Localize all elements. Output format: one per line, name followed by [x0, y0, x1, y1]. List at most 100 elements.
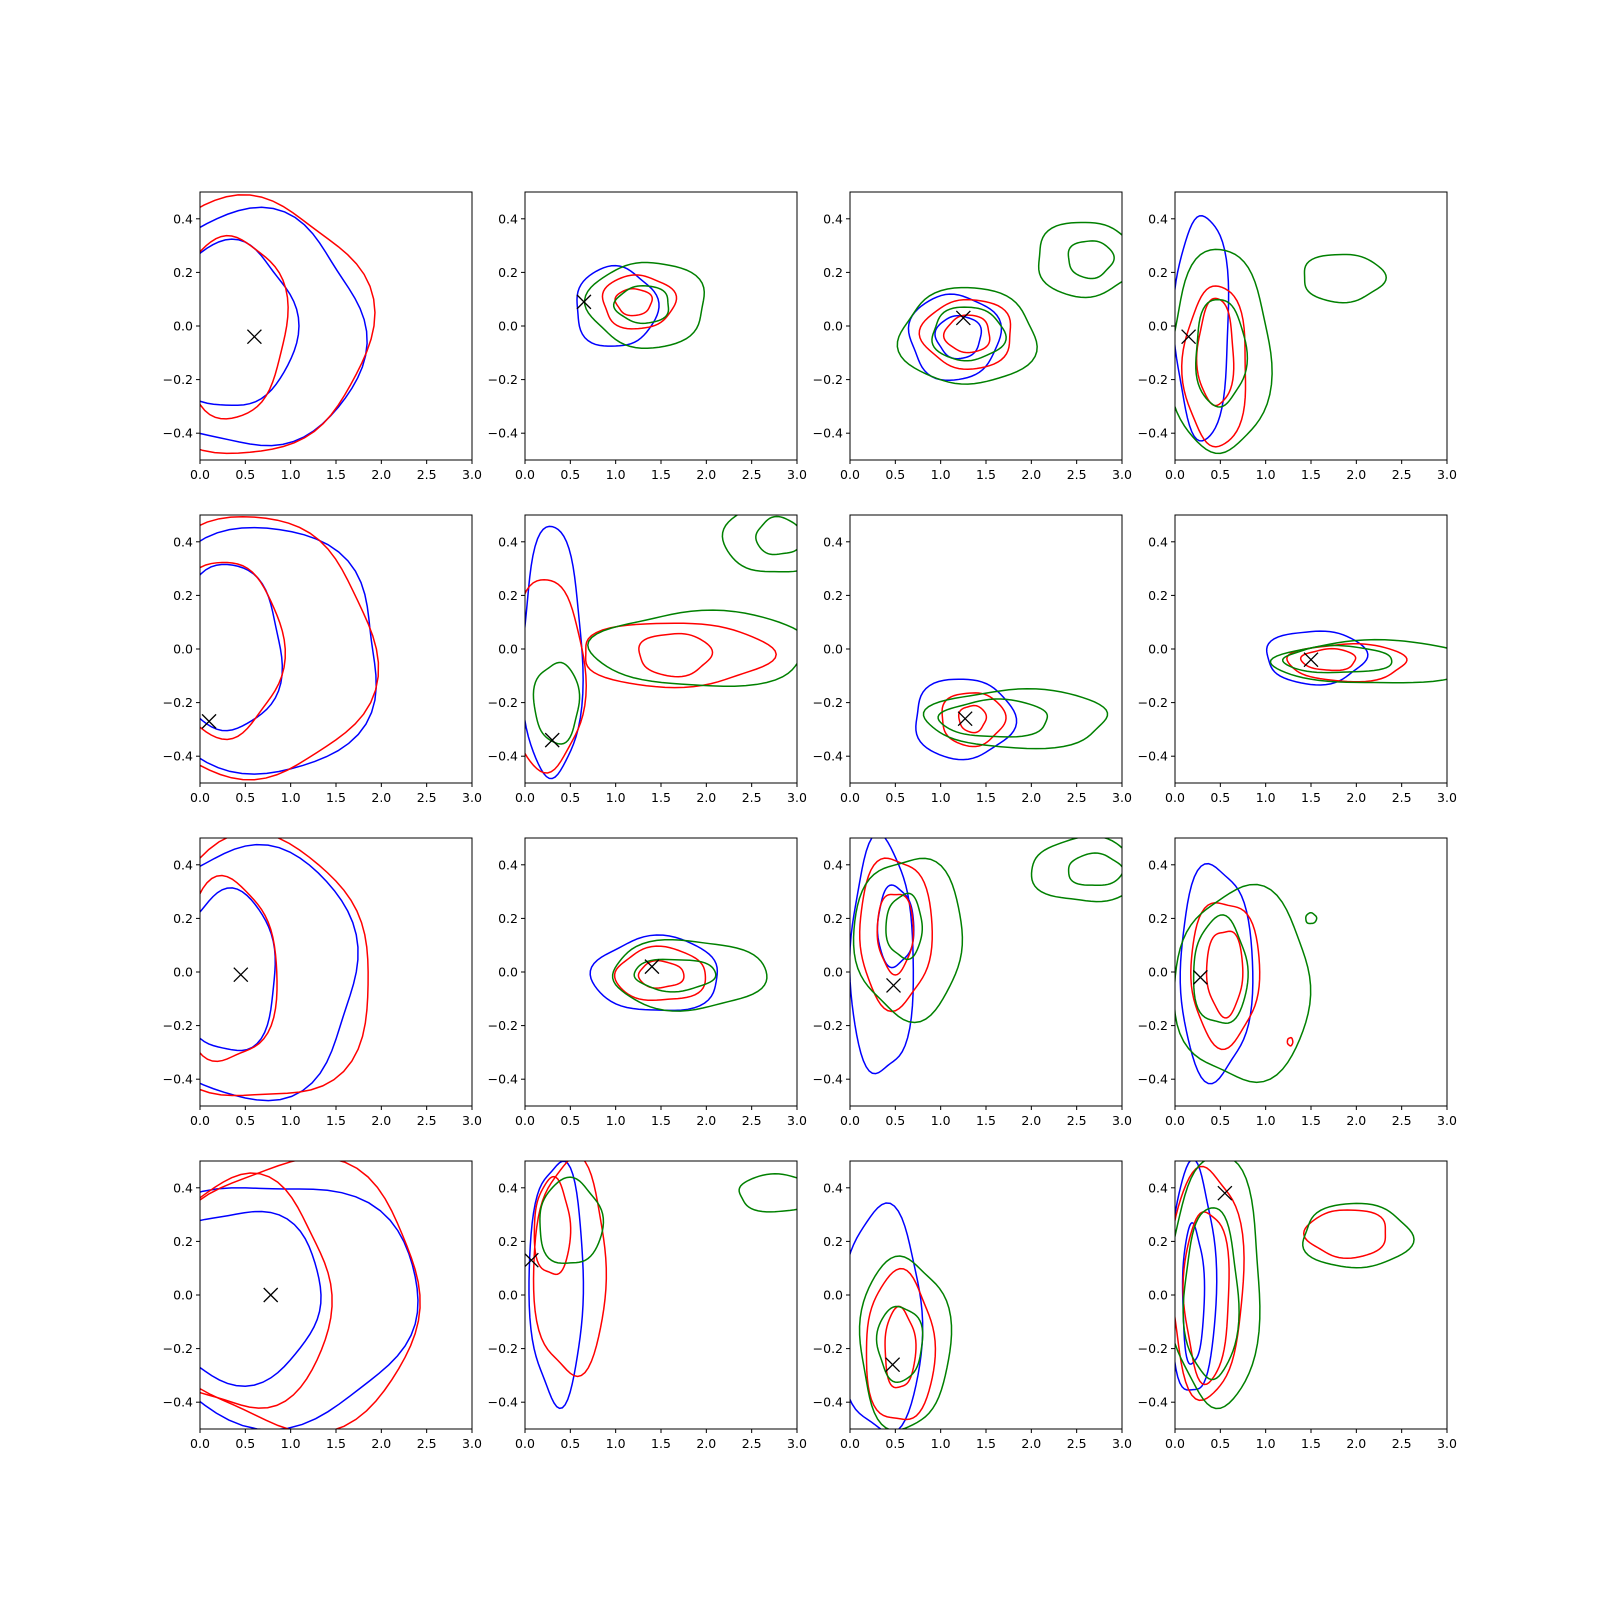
green-contour-line	[1303, 253, 1387, 304]
y-tick-label: −0.2	[488, 1018, 518, 1033]
red-contour-line	[533, 1175, 572, 1276]
x-tick-label: 3.0	[787, 1113, 807, 1128]
x-tick-label: 2.0	[1346, 790, 1366, 805]
green-contour-line	[755, 515, 797, 556]
x-tick-label: 1.5	[976, 1436, 996, 1451]
x-tick-label: 0.0	[1165, 790, 1185, 805]
x-marker	[544, 732, 560, 748]
x-tick-label: 1.0	[1256, 467, 1276, 482]
x-marker	[263, 1287, 279, 1303]
red-contour-line	[200, 1161, 421, 1429]
blue-contour-line	[589, 934, 719, 1012]
green-contour-line	[1281, 644, 1393, 674]
x-marker	[1181, 329, 1197, 345]
red-contour-line	[200, 1172, 333, 1409]
green-contour-line	[587, 609, 797, 688]
y-tick-label: −0.4	[1138, 1395, 1168, 1410]
x-tick-label: 1.5	[976, 1113, 996, 1128]
blue-contour-line	[200, 206, 368, 447]
red-contour-line	[884, 1305, 917, 1389]
y-tick-label: −0.2	[163, 1341, 193, 1356]
plot-area	[1175, 862, 1318, 1085]
y-tick-label: −0.4	[813, 1072, 843, 1087]
green-contour-line	[931, 306, 1007, 362]
y-tick-label: 0.4	[498, 211, 518, 226]
y-tick-label: 0.2	[173, 1234, 193, 1249]
x-marker	[885, 1357, 901, 1373]
y-tick-label: 0.2	[823, 911, 843, 926]
x-tick-label: 0.5	[1210, 1113, 1230, 1128]
y-tick-label: 0.2	[823, 1234, 843, 1249]
subplot-0-0: 0.0 0.5 1.0 1.5 2.0 2.5 3.0 −0.4 −0.2 0.0 0.2 0.4	[163, 191, 482, 482]
x-tick-label: 1.5	[326, 790, 346, 805]
x-tick-label: 2.0	[1021, 790, 1041, 805]
x-tick-label: 1.5	[651, 790, 671, 805]
subplot-1-3: 0.0 0.5 1.0 1.5 2.0 2.5 3.0 −0.4 −0.2 0.0 0.2 0.4	[1138, 514, 1457, 805]
x-marker	[1192, 969, 1208, 985]
x-tick-label: 0.0	[840, 1436, 860, 1451]
x-tick-label: 1.5	[976, 467, 996, 482]
x-tick-label: 0.0	[515, 1436, 535, 1451]
blue-contour-line	[1179, 862, 1254, 1085]
y-tick-label: −0.4	[1138, 1072, 1168, 1087]
y-tick-label: 0.4	[1148, 534, 1168, 549]
red-contour-line	[532, 1161, 608, 1378]
x-tick-label: 2.5	[1392, 1436, 1412, 1451]
red-contour-line	[957, 704, 988, 734]
x-tick-label: 0.0	[190, 1436, 210, 1451]
subplot-3-0: 0.0 0.5 1.0 1.5 2.0 2.5 3.0 −0.4 −0.2 0.0 0.2 0.4	[163, 1160, 482, 1451]
green-contour-line	[738, 1173, 797, 1213]
subplot-0-2: 0.0 0.5 1.0 1.5 2.0 2.5 3.0 −0.4 −0.2 0.0 0.2 0.4	[813, 191, 1132, 482]
y-tick-label: −0.4	[1138, 749, 1168, 764]
plot-area	[1175, 215, 1387, 455]
y-tick-label: 0.0	[173, 1288, 193, 1303]
x-tick-label: 1.0	[281, 1113, 301, 1128]
red-contour-line	[942, 314, 991, 354]
x-tick-label: 2.0	[1346, 1436, 1366, 1451]
x-tick-label: 2.0	[1021, 1113, 1041, 1128]
green-contour-line	[1030, 838, 1122, 903]
plot-area	[525, 515, 797, 780]
red-contour-line	[200, 561, 286, 741]
y-tick-label: 0.0	[823, 642, 843, 657]
plot-area	[850, 838, 1122, 1075]
x-marker	[955, 310, 971, 326]
y-tick-label: 0.4	[1148, 857, 1168, 872]
x-tick-label: 3.0	[1437, 1113, 1457, 1128]
green-contour-line	[532, 661, 581, 745]
y-tick-label: 0.4	[1148, 1180, 1168, 1195]
x-tick-label: 0.0	[515, 1113, 535, 1128]
y-tick-label: 0.0	[1148, 965, 1168, 980]
x-tick-label: 2.0	[371, 1436, 391, 1451]
y-tick-label: 0.0	[498, 319, 518, 334]
y-tick-label: 0.2	[498, 588, 518, 603]
subplot-0-1: 0.0 0.5 1.0 1.5 2.0 2.5 3.0 −0.4 −0.2 0.0 0.2 0.4	[488, 191, 807, 482]
green-contour-line	[583, 261, 706, 350]
y-tick-label: −0.4	[163, 1072, 193, 1087]
plot-area	[200, 194, 376, 455]
x-tick-label: 0.5	[885, 1113, 905, 1128]
x-tick-label: 0.5	[560, 790, 580, 805]
x-tick-label: 1.0	[281, 467, 301, 482]
red-contour-line	[1175, 1165, 1245, 1402]
plot-area	[525, 1161, 797, 1410]
x-tick-label: 3.0	[1112, 1436, 1132, 1451]
y-tick-label: 0.2	[1148, 911, 1168, 926]
plot-area	[1265, 630, 1447, 686]
x-tick-label: 0.0	[515, 790, 535, 805]
green-contour-line	[633, 958, 717, 993]
red-contour-line	[941, 692, 1007, 748]
y-tick-label: 0.2	[173, 588, 193, 603]
green-contour-line	[1182, 1207, 1240, 1381]
x-tick-label: 2.0	[1346, 467, 1366, 482]
subplot-1-0: 0.0 0.5 1.0 1.5 2.0 2.5 3.0 −0.4 −0.2 0.0 0.2 0.4	[163, 514, 482, 805]
blue-contour-line	[200, 887, 276, 1052]
x-tick-label: 3.0	[462, 790, 482, 805]
x-tick-label: 0.5	[560, 467, 580, 482]
x-marker	[576, 294, 592, 310]
y-tick-label: 0.2	[1148, 265, 1168, 280]
x-tick-label: 0.0	[840, 790, 860, 805]
green-contour-line	[1175, 883, 1312, 1084]
red-contour-line	[525, 578, 588, 774]
